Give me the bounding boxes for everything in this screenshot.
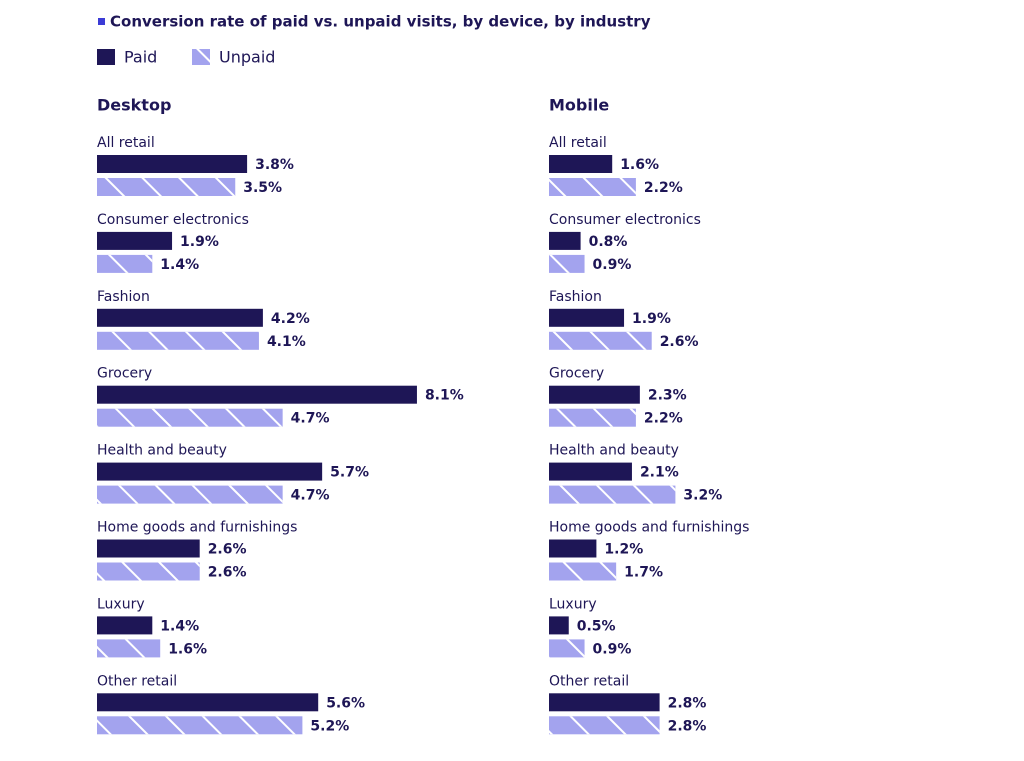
value-label: 3.8% <box>255 157 294 173</box>
value-label: 2.3% <box>648 388 687 404</box>
panel-title: Desktop <box>97 96 171 115</box>
bar <box>549 155 613 173</box>
bar <box>97 385 417 404</box>
category-label: Grocery <box>97 366 152 382</box>
value-label: 1.9% <box>180 234 219 250</box>
legend-label: Paid <box>124 48 157 67</box>
chart-title: Conversion rate of paid vs. unpaid visit… <box>110 13 651 31</box>
category-label: Fashion <box>549 289 602 305</box>
value-label: 0.9% <box>593 257 632 273</box>
category-label: Home goods and furnishings <box>97 520 297 536</box>
value-label: 0.9% <box>593 641 632 657</box>
value-label: 3.2% <box>683 488 722 504</box>
panel-title: Mobile <box>549 96 609 115</box>
category-label: Health and beauty <box>549 443 679 459</box>
bar <box>549 254 585 273</box>
category-label: Health and beauty <box>97 443 227 459</box>
value-label: 0.8% <box>589 234 628 250</box>
category-label: Grocery <box>549 366 604 382</box>
bar <box>97 485 283 504</box>
bar <box>549 562 617 581</box>
value-label: 5.7% <box>330 465 369 481</box>
value-label: 2.6% <box>660 334 699 350</box>
category-label: Other retail <box>97 673 177 689</box>
value-label: 1.4% <box>160 618 199 634</box>
bar <box>549 385 640 404</box>
bar <box>549 462 632 481</box>
category-label: Consumer electronics <box>549 212 701 228</box>
bar <box>97 155 248 173</box>
category-label: All retail <box>549 135 607 151</box>
value-label: 1.4% <box>160 257 199 273</box>
bar <box>549 639 585 658</box>
bar <box>97 639 161 658</box>
value-label: 1.2% <box>604 542 643 558</box>
value-label: 2.6% <box>208 565 247 581</box>
legend: Paid Unpaid <box>97 48 275 67</box>
value-label: 5.2% <box>310 718 349 734</box>
bar <box>549 716 660 735</box>
category-label: Other retail <box>549 673 629 689</box>
value-label: 4.2% <box>271 311 310 327</box>
bar <box>549 178 636 196</box>
bar <box>97 254 153 273</box>
value-label: 3.5% <box>243 180 282 196</box>
value-label: 4.7% <box>291 488 330 504</box>
bar <box>97 562 200 581</box>
category-label: Luxury <box>549 596 597 612</box>
bar <box>97 616 153 635</box>
legend-label: Unpaid <box>219 48 275 67</box>
value-label: 1.9% <box>632 311 671 327</box>
legend-swatch <box>97 49 115 65</box>
category-label: All retail <box>97 135 155 151</box>
bar <box>97 308 263 327</box>
bar <box>549 539 597 558</box>
value-label: 2.6% <box>208 542 247 558</box>
legend-swatch-pattern <box>192 49 210 65</box>
category-label: Consumer electronics <box>97 212 249 228</box>
category-label: Fashion <box>97 289 150 305</box>
value-label: 2.2% <box>644 411 683 427</box>
value-label: 1.6% <box>168 641 207 657</box>
bar <box>97 716 303 735</box>
bar <box>97 539 200 558</box>
value-label: 2.8% <box>668 695 707 711</box>
category-label: Home goods and furnishings <box>549 520 749 536</box>
bar <box>549 308 625 327</box>
value-label: 5.6% <box>326 695 365 711</box>
bar <box>549 485 676 504</box>
bar <box>549 408 636 427</box>
bar <box>549 331 652 350</box>
bar <box>97 462 323 481</box>
bar <box>549 693 660 712</box>
bar <box>97 331 259 350</box>
value-label: 4.7% <box>291 411 330 427</box>
value-label: 2.1% <box>640 465 679 481</box>
bar <box>97 408 283 427</box>
bar <box>549 231 581 250</box>
category-label: Luxury <box>97 596 145 612</box>
value-label: 0.5% <box>577 618 616 634</box>
bar <box>549 616 569 635</box>
value-label: 8.1% <box>425 388 464 404</box>
value-label: 1.7% <box>624 565 663 581</box>
value-label: 1.6% <box>620 157 659 173</box>
value-label: 4.1% <box>267 334 306 350</box>
bar <box>97 178 236 196</box>
bar <box>97 693 319 712</box>
value-label: 2.2% <box>644 180 683 196</box>
bar <box>97 231 173 250</box>
title-marker <box>98 18 105 25</box>
value-label: 2.8% <box>668 718 707 734</box>
